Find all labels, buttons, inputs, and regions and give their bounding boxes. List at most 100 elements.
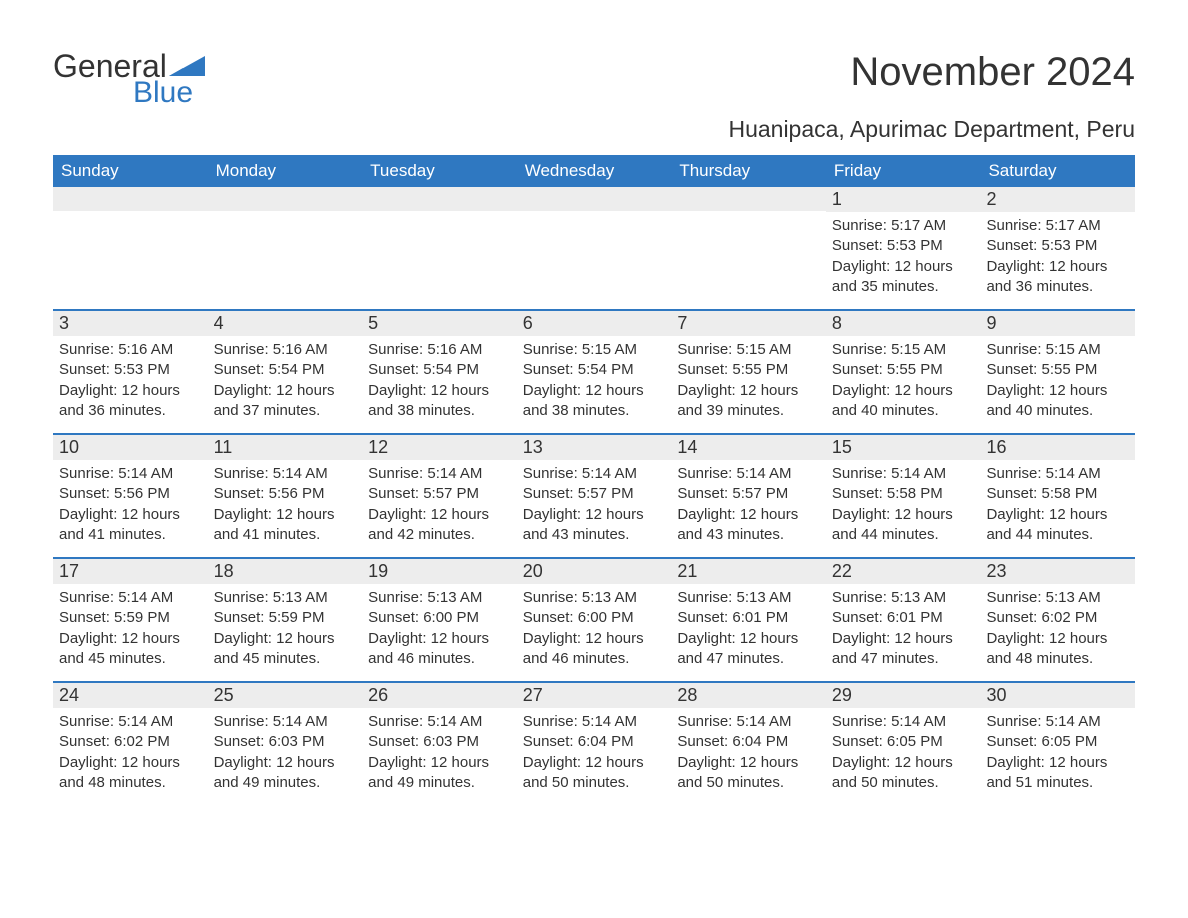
daylight-line: Daylight: 12 hours and 50 minutes. bbox=[832, 753, 975, 794]
sunset-line: Sunset: 6:05 PM bbox=[832, 732, 975, 752]
daylight-line: Daylight: 12 hours and 48 minutes. bbox=[59, 753, 202, 794]
sunset-line: Sunset: 6:02 PM bbox=[986, 608, 1129, 628]
day-details: Sunrise: 5:15 AMSunset: 5:54 PMDaylight:… bbox=[517, 336, 672, 425]
sunset-line: Sunset: 5:57 PM bbox=[677, 484, 820, 504]
sunrise-line: Sunrise: 5:13 AM bbox=[677, 588, 820, 608]
calendar-day: 14Sunrise: 5:14 AMSunset: 5:57 PMDayligh… bbox=[671, 435, 826, 557]
sunrise-line: Sunrise: 5:13 AM bbox=[523, 588, 666, 608]
sunset-line: Sunset: 5:55 PM bbox=[986, 360, 1129, 380]
sunrise-line: Sunrise: 5:14 AM bbox=[59, 588, 202, 608]
day-details: Sunrise: 5:14 AMSunset: 6:05 PMDaylight:… bbox=[826, 708, 981, 797]
calendar-day bbox=[362, 187, 517, 309]
weekday-header: Wednesday bbox=[517, 155, 672, 187]
day-number: 10 bbox=[53, 435, 208, 460]
calendar-day: 8Sunrise: 5:15 AMSunset: 5:55 PMDaylight… bbox=[826, 311, 981, 433]
daylight-line: Daylight: 12 hours and 36 minutes. bbox=[986, 257, 1129, 298]
sunset-line: Sunset: 5:55 PM bbox=[677, 360, 820, 380]
sunrise-line: Sunrise: 5:14 AM bbox=[986, 712, 1129, 732]
day-number: 24 bbox=[53, 683, 208, 708]
daylight-line: Daylight: 12 hours and 43 minutes. bbox=[677, 505, 820, 546]
sunrise-line: Sunrise: 5:13 AM bbox=[368, 588, 511, 608]
day-number: 17 bbox=[53, 559, 208, 584]
day-details: Sunrise: 5:17 AMSunset: 5:53 PMDaylight:… bbox=[980, 212, 1135, 301]
day-details: Sunrise: 5:13 AMSunset: 6:00 PMDaylight:… bbox=[362, 584, 517, 673]
day-number: 29 bbox=[826, 683, 981, 708]
day-details: Sunrise: 5:14 AMSunset: 5:57 PMDaylight:… bbox=[517, 460, 672, 549]
calendar-day: 17Sunrise: 5:14 AMSunset: 5:59 PMDayligh… bbox=[53, 559, 208, 681]
day-number: 22 bbox=[826, 559, 981, 584]
day-number: 27 bbox=[517, 683, 672, 708]
calendar-day: 21Sunrise: 5:13 AMSunset: 6:01 PMDayligh… bbox=[671, 559, 826, 681]
calendar-day: 10Sunrise: 5:14 AMSunset: 5:56 PMDayligh… bbox=[53, 435, 208, 557]
day-number: 26 bbox=[362, 683, 517, 708]
daylight-line: Daylight: 12 hours and 47 minutes. bbox=[677, 629, 820, 670]
calendar-day: 28Sunrise: 5:14 AMSunset: 6:04 PMDayligh… bbox=[671, 683, 826, 805]
calendar-day: 12Sunrise: 5:14 AMSunset: 5:57 PMDayligh… bbox=[362, 435, 517, 557]
day-details: Sunrise: 5:14 AMSunset: 5:58 PMDaylight:… bbox=[980, 460, 1135, 549]
sunrise-line: Sunrise: 5:14 AM bbox=[368, 464, 511, 484]
calendar-week: 24Sunrise: 5:14 AMSunset: 6:02 PMDayligh… bbox=[53, 681, 1135, 805]
calendar-day: 22Sunrise: 5:13 AMSunset: 6:01 PMDayligh… bbox=[826, 559, 981, 681]
daylight-line: Daylight: 12 hours and 44 minutes. bbox=[832, 505, 975, 546]
day-number: 8 bbox=[826, 311, 981, 336]
day-number: 11 bbox=[208, 435, 363, 460]
sunset-line: Sunset: 5:56 PM bbox=[214, 484, 357, 504]
sunrise-line: Sunrise: 5:15 AM bbox=[986, 340, 1129, 360]
weekday-header: Thursday bbox=[671, 155, 826, 187]
calendar-day: 3Sunrise: 5:16 AMSunset: 5:53 PMDaylight… bbox=[53, 311, 208, 433]
sunrise-line: Sunrise: 5:13 AM bbox=[214, 588, 357, 608]
weekday-header: Saturday bbox=[980, 155, 1135, 187]
day-number: 16 bbox=[980, 435, 1135, 460]
sunset-line: Sunset: 5:53 PM bbox=[59, 360, 202, 380]
day-number: 4 bbox=[208, 311, 363, 336]
day-details: Sunrise: 5:14 AMSunset: 6:05 PMDaylight:… bbox=[980, 708, 1135, 797]
sunrise-line: Sunrise: 5:14 AM bbox=[59, 464, 202, 484]
daylight-line: Daylight: 12 hours and 50 minutes. bbox=[523, 753, 666, 794]
calendar-day: 5Sunrise: 5:16 AMSunset: 5:54 PMDaylight… bbox=[362, 311, 517, 433]
calendar-day: 24Sunrise: 5:14 AMSunset: 6:02 PMDayligh… bbox=[53, 683, 208, 805]
daylight-line: Daylight: 12 hours and 41 minutes. bbox=[59, 505, 202, 546]
sunrise-line: Sunrise: 5:15 AM bbox=[677, 340, 820, 360]
sunrise-line: Sunrise: 5:14 AM bbox=[214, 464, 357, 484]
sunset-line: Sunset: 6:01 PM bbox=[832, 608, 975, 628]
day-details: Sunrise: 5:16 AMSunset: 5:54 PMDaylight:… bbox=[208, 336, 363, 425]
sunrise-line: Sunrise: 5:13 AM bbox=[986, 588, 1129, 608]
sunset-line: Sunset: 5:58 PM bbox=[832, 484, 975, 504]
sunset-line: Sunset: 5:53 PM bbox=[986, 236, 1129, 256]
daylight-line: Daylight: 12 hours and 44 minutes. bbox=[986, 505, 1129, 546]
calendar-day: 16Sunrise: 5:14 AMSunset: 5:58 PMDayligh… bbox=[980, 435, 1135, 557]
calendar-day bbox=[208, 187, 363, 309]
sunrise-line: Sunrise: 5:15 AM bbox=[832, 340, 975, 360]
day-details: Sunrise: 5:14 AMSunset: 5:57 PMDaylight:… bbox=[362, 460, 517, 549]
day-details: Sunrise: 5:14 AMSunset: 5:56 PMDaylight:… bbox=[53, 460, 208, 549]
daylight-line: Daylight: 12 hours and 39 minutes. bbox=[677, 381, 820, 422]
calendar-day: 25Sunrise: 5:14 AMSunset: 6:03 PMDayligh… bbox=[208, 683, 363, 805]
sunset-line: Sunset: 5:54 PM bbox=[368, 360, 511, 380]
sunset-line: Sunset: 5:57 PM bbox=[368, 484, 511, 504]
sunrise-line: Sunrise: 5:14 AM bbox=[986, 464, 1129, 484]
day-number bbox=[517, 187, 672, 211]
logo-word2: Blue bbox=[133, 78, 205, 108]
day-number: 23 bbox=[980, 559, 1135, 584]
sunset-line: Sunset: 5:55 PM bbox=[832, 360, 975, 380]
calendar-day: 4Sunrise: 5:16 AMSunset: 5:54 PMDaylight… bbox=[208, 311, 363, 433]
calendar-day bbox=[53, 187, 208, 309]
calendar-day: 13Sunrise: 5:14 AMSunset: 5:57 PMDayligh… bbox=[517, 435, 672, 557]
day-number: 13 bbox=[517, 435, 672, 460]
day-details: Sunrise: 5:13 AMSunset: 6:01 PMDaylight:… bbox=[671, 584, 826, 673]
day-number: 18 bbox=[208, 559, 363, 584]
calendar-week: 10Sunrise: 5:14 AMSunset: 5:56 PMDayligh… bbox=[53, 433, 1135, 557]
day-details: Sunrise: 5:14 AMSunset: 5:56 PMDaylight:… bbox=[208, 460, 363, 549]
day-details: Sunrise: 5:14 AMSunset: 6:02 PMDaylight:… bbox=[53, 708, 208, 797]
daylight-line: Daylight: 12 hours and 35 minutes. bbox=[832, 257, 975, 298]
sunrise-line: Sunrise: 5:14 AM bbox=[59, 712, 202, 732]
calendar-week: 3Sunrise: 5:16 AMSunset: 5:53 PMDaylight… bbox=[53, 309, 1135, 433]
daylight-line: Daylight: 12 hours and 38 minutes. bbox=[523, 381, 666, 422]
day-details: Sunrise: 5:13 AMSunset: 5:59 PMDaylight:… bbox=[208, 584, 363, 673]
calendar-day: 1Sunrise: 5:17 AMSunset: 5:53 PMDaylight… bbox=[826, 187, 981, 309]
daylight-line: Daylight: 12 hours and 51 minutes. bbox=[986, 753, 1129, 794]
weekday-header: Friday bbox=[826, 155, 981, 187]
daylight-line: Daylight: 12 hours and 40 minutes. bbox=[986, 381, 1129, 422]
daylight-line: Daylight: 12 hours and 38 minutes. bbox=[368, 381, 511, 422]
weekday-header-row: SundayMondayTuesdayWednesdayThursdayFrid… bbox=[53, 155, 1135, 187]
